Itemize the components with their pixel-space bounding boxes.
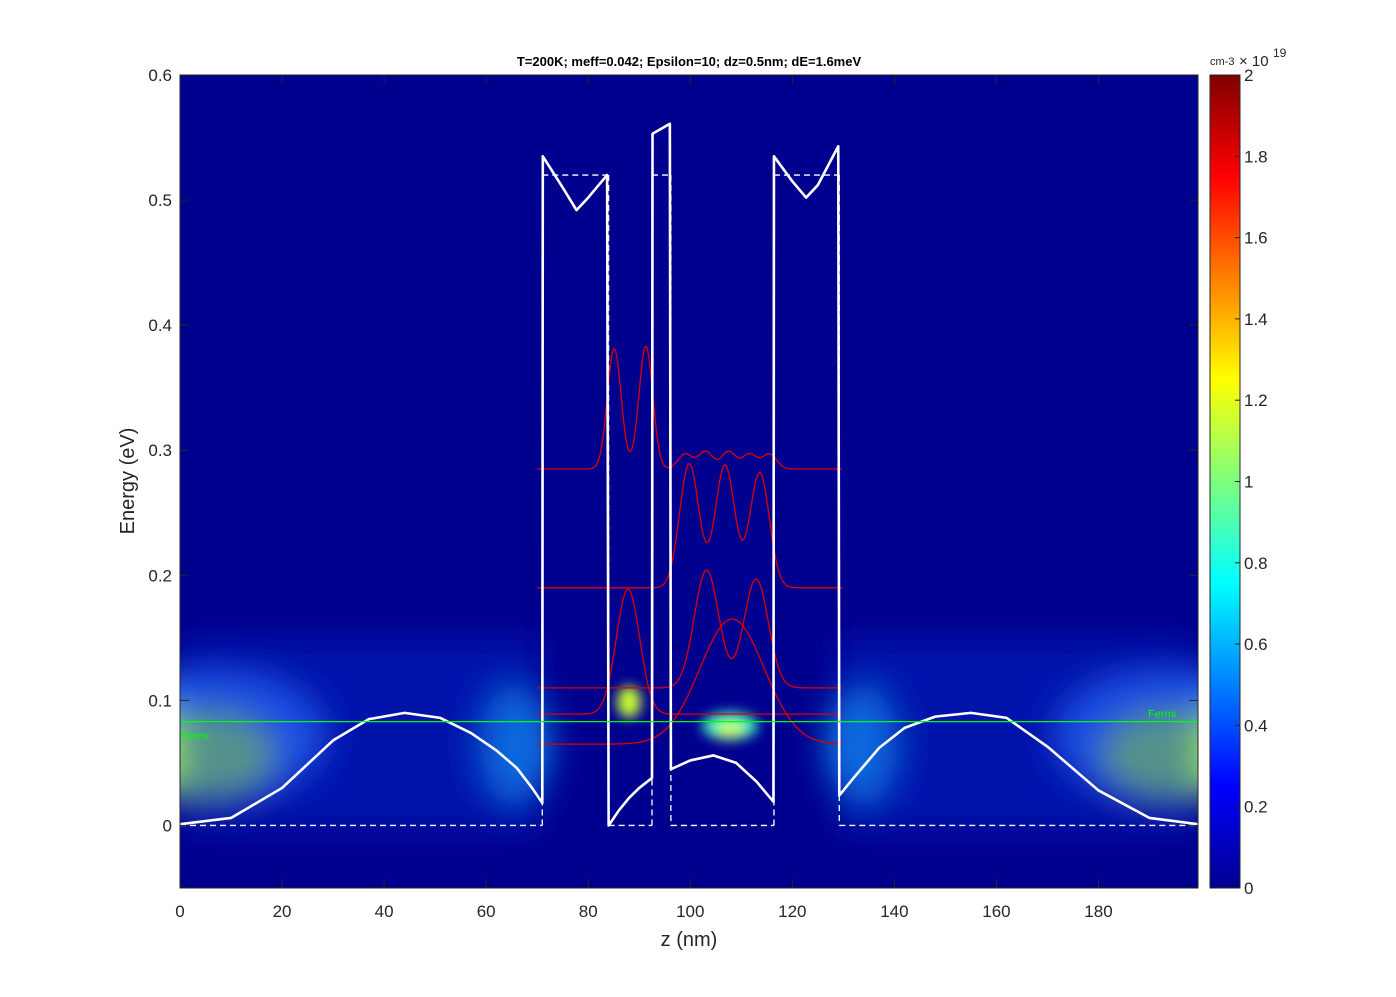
y-tick-label: 0.5 — [148, 191, 172, 210]
fermi-label-right: Fermi — [1148, 709, 1176, 721]
colorbar-tick-label: 1.4 — [1244, 310, 1268, 329]
density-haze — [180, 640, 540, 830]
y-tick-label: 0.6 — [148, 66, 172, 85]
colorbar-tick-label: 0.6 — [1244, 635, 1268, 654]
colorbar-tick-label: 1.2 — [1244, 391, 1268, 410]
x-tick-label: 100 — [676, 902, 704, 921]
x-tick-label: 0 — [175, 902, 184, 921]
wavefunction-3 — [537, 569, 843, 689]
colorbar-tick-label: 1.6 — [1244, 229, 1268, 248]
wavefunction-4 — [537, 463, 843, 589]
wavefunction-2 — [537, 588, 843, 715]
colorbar-unit: cm-3 — [1210, 56, 1234, 68]
colorbar-tick-label: 1 — [1244, 473, 1253, 492]
x-tick-label: 60 — [477, 902, 496, 921]
y-tick-label: 0 — [163, 816, 172, 835]
colorbar-tick-label: 1.8 — [1244, 147, 1268, 166]
conduction-band-profile — [180, 122, 1198, 827]
density-heatmap — [180, 640, 1198, 830]
y-tick-label: 0.3 — [148, 441, 172, 460]
y-tick-label: 0.4 — [148, 316, 172, 335]
x-tick-label: 80 — [579, 902, 598, 921]
x-tick-label: 120 — [778, 902, 806, 921]
x-tick-label: 160 — [982, 902, 1010, 921]
colorbar-tick-label: 0 — [1244, 879, 1253, 898]
colorbar-tick-label: 0.2 — [1244, 798, 1268, 817]
density-well-2-core — [716, 722, 744, 738]
x-tick-label: 40 — [375, 902, 394, 921]
wavefunction-5 — [537, 345, 843, 470]
y-axis: 0 0.1 0.2 0.3 0.4 0.5 0.6 — [148, 66, 1198, 835]
x-tick-label: 180 — [1084, 902, 1112, 921]
x-tick-label: 20 — [273, 902, 292, 921]
x-axis: 0 20 40 60 80 100 120 140 160 180 — [175, 75, 1113, 921]
x-axis-label: z (nm) — [661, 929, 718, 951]
colorbar-exponent: 19 — [1273, 46, 1287, 60]
y-tick-label: 0.2 — [148, 566, 172, 585]
density-well-1 — [617, 686, 641, 718]
colorbar-tick-label: 0.4 — [1244, 716, 1268, 735]
axes-box — [179, 74, 1199, 889]
y-axis-label: Energy (eV) — [117, 428, 139, 535]
chart-title: T=200K; meff=0.042; Epsilon=10; dz=0.5nm… — [517, 54, 862, 69]
colorbar-exponent-base: × 10 — [1239, 53, 1269, 70]
colorbar-tick-label: 2 — [1244, 66, 1253, 85]
curves-layer: Fermi Fermi — [180, 122, 1198, 827]
y-tick-label: 0.1 — [148, 691, 172, 710]
colorbar-tick-label: 0.8 — [1244, 554, 1268, 573]
fermi-label-left: Fermi — [181, 731, 209, 743]
colorbar-ticks: 0 0.2 0.4 0.6 0.8 1 1.2 1.4 1.6 1.8 2 — [1235, 66, 1268, 898]
density-haze — [838, 640, 1198, 830]
x-tick-label: 140 — [880, 902, 908, 921]
